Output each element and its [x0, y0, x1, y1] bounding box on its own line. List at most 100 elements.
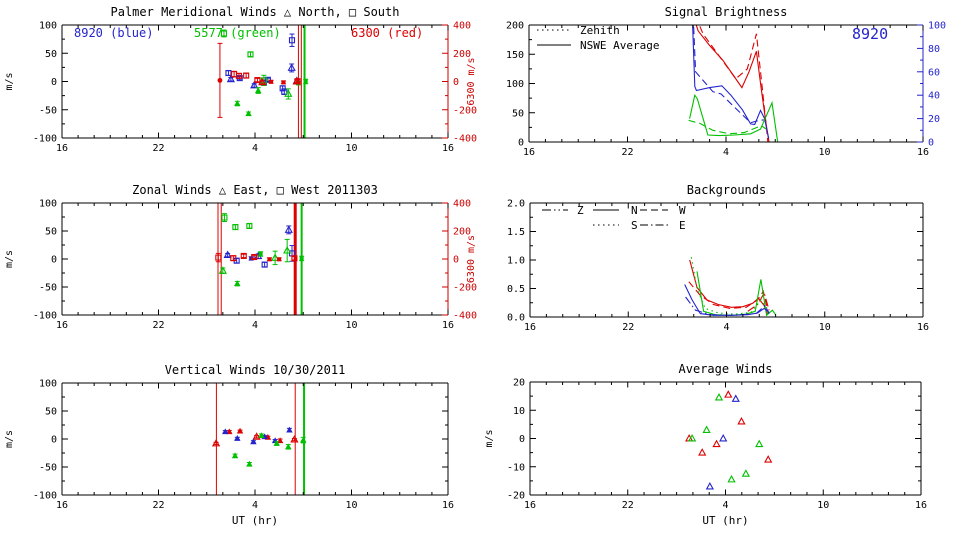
series-line: [689, 93, 779, 142]
y-tick-label: 100: [39, 199, 57, 210]
panel-meridional-winds: 16 22 4 10 16 -100 -50 0 50 100 -400 -200 0 200 400 630…: [0, 0, 480, 180]
y-tick-label: -50: [39, 283, 57, 294]
marker-triangle: [719, 433, 728, 442]
marker-square-filled: [277, 257, 282, 262]
marker-square-filled: [258, 251, 263, 256]
marker-triangle: [714, 392, 724, 401]
y-tick-label: 2.0: [507, 199, 525, 210]
y-tick-label: -10: [507, 462, 525, 473]
x-axis-title: UT (hr): [702, 514, 748, 527]
x-tick-label: 16: [442, 320, 454, 331]
series-bg-5577-n: [696, 271, 777, 317]
marker-triangle-filled: [285, 443, 292, 450]
marker-triangle-filled: [246, 460, 253, 467]
y-tick-label: 50: [45, 407, 57, 418]
marker-circle-filled: [217, 77, 223, 83]
y-tick-right-label: 0: [453, 77, 459, 88]
marker-triangle: [705, 481, 714, 490]
series-bg-6300-n: [689, 259, 768, 315]
marker-triangle: [283, 246, 292, 254]
axes: 16 22 4 10 160.00.51.01.52.0: [507, 199, 929, 334]
meridional-plot: 16 22 4 10 16-100-50050100-400-2000200400630…: [4, 5, 477, 154]
right-axis-title: 6300 m/s: [466, 235, 477, 283]
marker-square: [215, 254, 222, 261]
series-line: [692, 25, 770, 139]
legend-label: W: [679, 204, 686, 217]
marker-square-filled: [249, 256, 254, 261]
series-nswe-6300: [695, 25, 770, 142]
annotation-8920-blue-: 8920 (blue): [74, 26, 153, 40]
marker-triangle-filled: [234, 100, 241, 106]
panel-title: Average Winds: [679, 362, 773, 376]
y-tick-label: 0.0: [507, 313, 525, 324]
series-line: [698, 25, 769, 142]
marker-triangle-filled: [222, 428, 229, 435]
series-line: [695, 25, 770, 142]
marker-square: [232, 224, 239, 231]
series-avg-5577: [687, 392, 764, 483]
marker-square: [251, 253, 258, 261]
marker-triangle-filled: [250, 438, 257, 445]
y-tick-label: 50: [45, 227, 57, 238]
y-tick-right-label: 80: [928, 44, 940, 55]
x-tick-label: 22: [622, 500, 634, 511]
legend-label: Zenith: [580, 24, 620, 37]
marker-triangle: [287, 63, 296, 71]
x-tick-label: 4: [722, 500, 728, 511]
y-tick-label: -100: [33, 491, 57, 502]
marker-triangle: [290, 435, 299, 443]
y-tick-label: 0: [51, 255, 57, 266]
y-tick-right-label: 200: [453, 227, 471, 238]
panel-title: Palmer Meridional Winds △ North, □ South: [111, 5, 400, 19]
y-tick-label: 1.5: [507, 227, 525, 238]
series-line: [693, 25, 764, 124]
y-tick-label: 100: [506, 79, 524, 90]
y-tick-right-label: 400: [453, 199, 471, 210]
marker-triangle: [226, 74, 236, 83]
marker-square: [240, 252, 247, 259]
series-line: [696, 271, 777, 317]
x-axis-title: UT (hr): [232, 514, 278, 527]
y-tick-label: 10: [513, 406, 525, 417]
x-tick-label: 4: [723, 322, 729, 333]
y-tick-label: -50: [39, 105, 57, 116]
left-axis-title: m/s: [4, 430, 15, 448]
x-tick-label: 10: [345, 143, 357, 154]
series-wind-6300: [215, 252, 298, 263]
y-tick-label: 50: [512, 108, 524, 119]
series-zenith-5577: [688, 119, 767, 135]
marker-square-filled: [267, 257, 272, 262]
x-tick-label: 16: [915, 500, 927, 511]
marker-triangle: [223, 250, 232, 259]
zonal-plot: 16 22 4 10 16-100-50050100-400-2000200400630…: [4, 183, 477, 331]
y-tick-label: 150: [506, 50, 524, 61]
x-tick-label: 22: [152, 143, 164, 154]
series-zenith-6300: [698, 25, 769, 142]
legend-label: E: [679, 219, 686, 232]
y-tick-label: 0: [51, 435, 57, 446]
marker-triangle: [252, 432, 261, 440]
panel-title: Zonal Winds △ East, □ West 2011303: [132, 183, 378, 197]
marker-triangle-filled: [255, 87, 262, 93]
y-tick-right-label: -400: [453, 134, 477, 145]
right-axis-title: 6300 m/s: [466, 57, 477, 105]
marker-triangle: [755, 439, 764, 448]
series-line: [688, 281, 769, 314]
marker-square: [246, 222, 253, 230]
y-tick-right-label: -400: [453, 311, 477, 322]
x-tick-label: 16: [524, 322, 536, 333]
signal-plot: 16 22 4 10 16050100150200020406080100Signal …: [506, 5, 946, 158]
marker-square: [220, 30, 228, 37]
left-axis-title: m/s: [484, 429, 495, 447]
marker-square: [221, 214, 228, 221]
legend-item: Z: [542, 204, 584, 217]
marker-square: [247, 51, 254, 58]
marker-square: [288, 37, 296, 44]
marker-triangle: [284, 225, 293, 233]
series-wind-6300: [217, 42, 301, 118]
series-nswe-5577: [689, 93, 779, 142]
y-tick-right-label: -200: [453, 105, 477, 116]
marker-triangle-filled: [300, 436, 307, 443]
